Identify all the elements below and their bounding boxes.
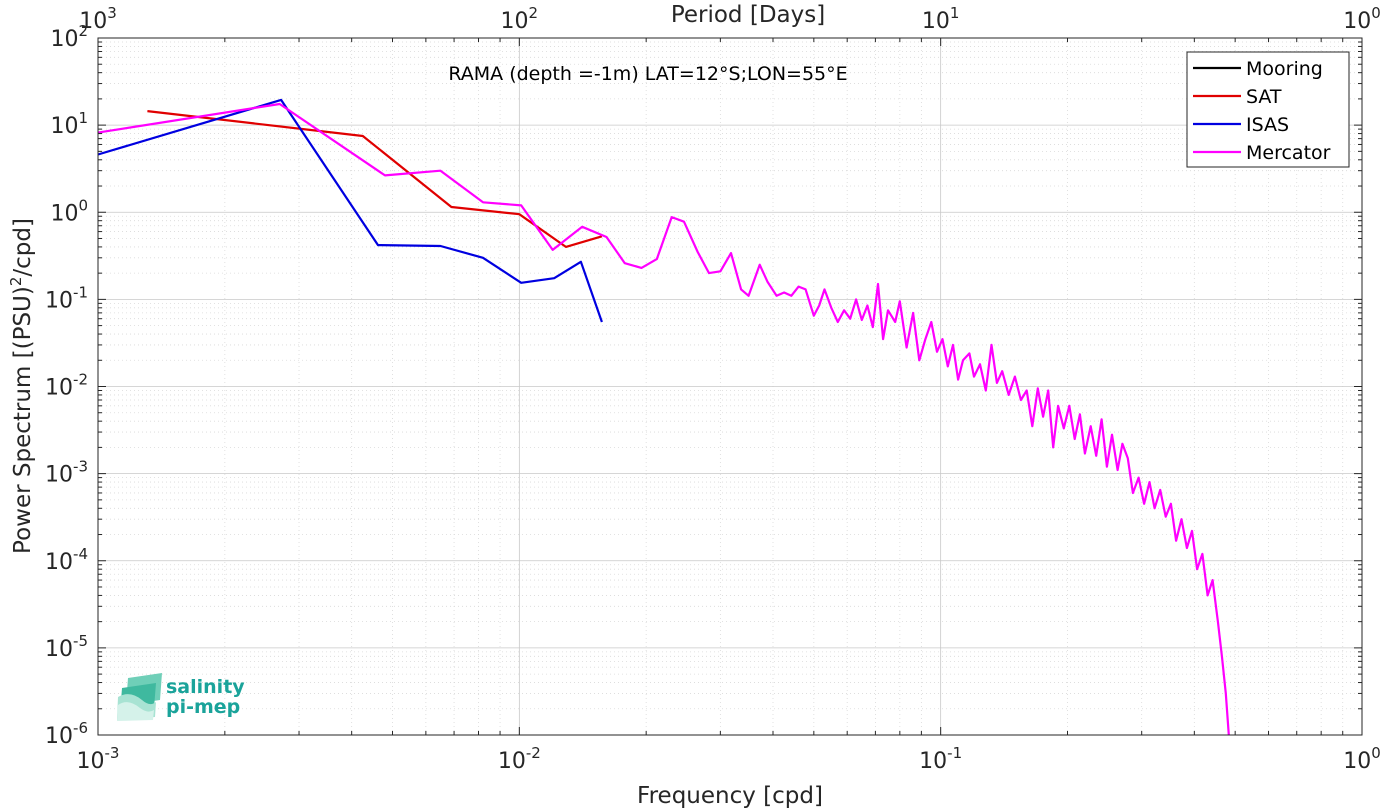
- y-tick-label: 10-6: [45, 719, 88, 749]
- y-tick-label: 10-3: [45, 458, 88, 488]
- top-tick-label: 102: [501, 4, 539, 34]
- chart-title: RAMA (depth =-1m) LAT=12°S;LON=55°E: [448, 63, 847, 85]
- legend-label-mooring: Mooring: [1246, 58, 1323, 80]
- x-tick-label: 10-3: [77, 744, 120, 774]
- salinity-pi-mep-logo: salinity pi-mep: [117, 673, 245, 721]
- y-tick-label: 10-1: [45, 283, 88, 313]
- wave-logo-icon: [117, 673, 162, 721]
- top-axis-title: Period [Days]: [671, 2, 825, 28]
- series-line-mercator: [97, 102, 1230, 736]
- x-axis-title: Frequency [cpd]: [637, 783, 823, 809]
- logo-line-2: pi-mep: [166, 696, 240, 718]
- top-tick-label: 101: [922, 4, 960, 34]
- top-tick-label: 103: [79, 4, 117, 34]
- series-line-sat: [147, 110, 603, 248]
- series-layer: [97, 98, 1230, 736]
- legend-label-mercator: Mercator: [1246, 142, 1331, 164]
- series-line-isas: [97, 98, 603, 323]
- x-tick-label: 10-2: [498, 744, 541, 774]
- logo-line-1: salinity: [166, 676, 245, 698]
- y-tick-label: 10-4: [45, 545, 88, 575]
- y-tick-label: 10-2: [45, 371, 88, 401]
- legend-label-sat: SAT: [1246, 86, 1282, 108]
- y-axis-title: Power Spectrum [(PSU)2/cpd]: [7, 218, 36, 554]
- ticks-layer: [97, 37, 1363, 736]
- y-tick-label: 101: [50, 109, 88, 139]
- x-tick-label: 100: [1343, 744, 1381, 774]
- y-tick-label: 10-5: [45, 632, 88, 662]
- legend-label-isas: ISAS: [1246, 114, 1289, 136]
- legend-box: [1186, 51, 1350, 168]
- legend: Mooring SAT ISAS Mercator: [1186, 51, 1350, 168]
- x-tick-label: 10-1: [919, 744, 962, 774]
- y-tick-label: 102: [50, 22, 88, 52]
- y-tick-label: 100: [50, 196, 88, 226]
- top-tick-label: 100: [1343, 4, 1381, 34]
